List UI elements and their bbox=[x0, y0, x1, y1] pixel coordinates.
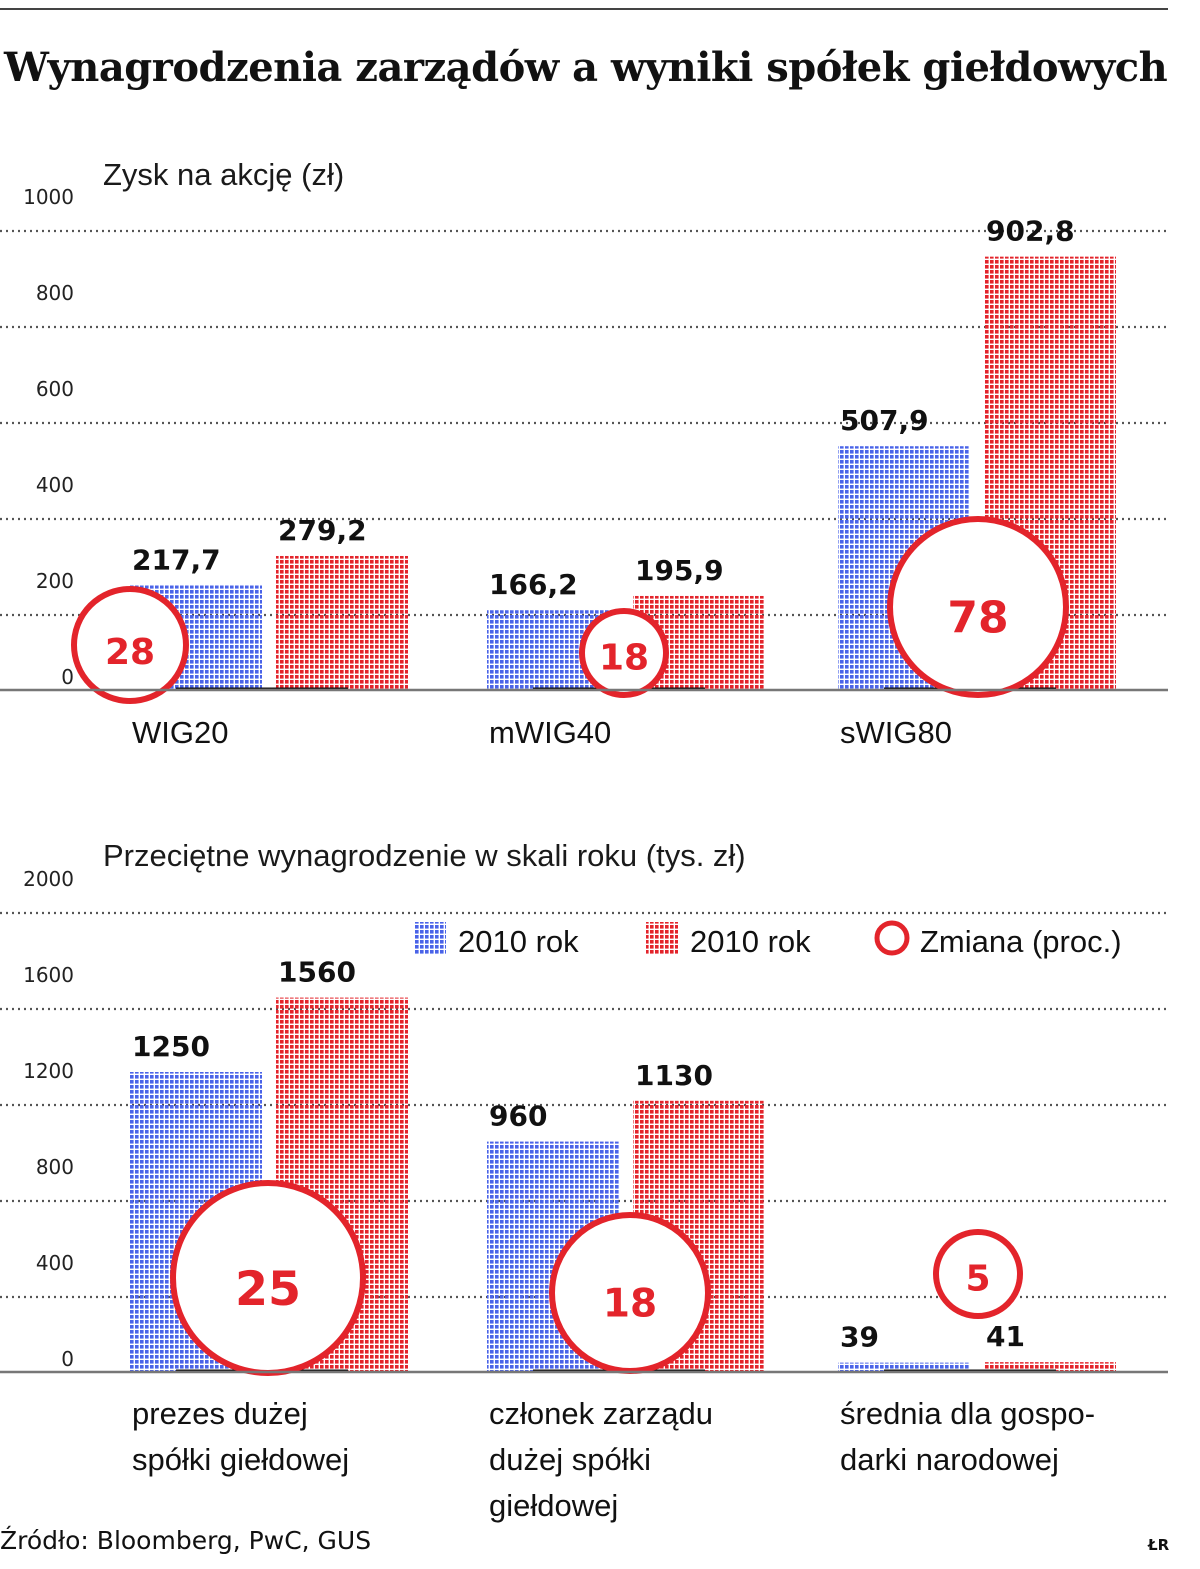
y-tick-label: 400 bbox=[36, 473, 74, 497]
y-tick-label: 800 bbox=[36, 1155, 74, 1179]
y-tick-label: 1600 bbox=[23, 963, 74, 987]
legend-label: 2010 rok bbox=[690, 924, 811, 959]
bar-value-label: 41 bbox=[986, 1320, 1025, 1353]
bar-value-label: 217,7 bbox=[132, 544, 221, 577]
source-note: Źródło: Bloomberg, PwC, GUS bbox=[0, 1526, 372, 1555]
bar-value-label: 166,2 bbox=[489, 568, 578, 601]
change-circle bbox=[933, 1229, 1023, 1319]
bar-value-label: 902,8 bbox=[986, 215, 1075, 248]
change-value: 18 bbox=[599, 637, 649, 678]
category-label: członek zarządu bbox=[489, 1396, 713, 1431]
y-tick-label: 1200 bbox=[23, 1059, 74, 1083]
bar-value-label: 39 bbox=[840, 1321, 879, 1354]
bar-value-label: 279,2 bbox=[278, 514, 367, 547]
category-label: spółki giełdowej bbox=[132, 1442, 349, 1477]
credit-label: ŁR bbox=[1148, 1536, 1170, 1554]
y-tick-label: 800 bbox=[36, 281, 74, 305]
bar-value-label: 960 bbox=[489, 1100, 547, 1133]
bar-value-label: 1560 bbox=[278, 956, 356, 989]
category-label: średnia dla gospo- bbox=[840, 1396, 1095, 1431]
bar-value-label: 1250 bbox=[132, 1030, 210, 1063]
change-value: 78 bbox=[947, 593, 1008, 644]
category-label: sWIG80 bbox=[840, 715, 952, 750]
bar-value-label: 195,9 bbox=[635, 554, 724, 587]
y-tick-label: 0 bbox=[61, 665, 74, 689]
main-title: Wynagrodzenia zarządów a wyniki spółek g… bbox=[4, 44, 1168, 91]
legend-label: 2010 rok bbox=[458, 924, 579, 959]
y-tick-label: 400 bbox=[36, 1251, 74, 1275]
category-label: giełdowej bbox=[489, 1488, 618, 1523]
change-value: 18 bbox=[603, 1282, 657, 1327]
y-tick-label: 1000 bbox=[23, 185, 74, 209]
change-value: 5 bbox=[965, 1258, 990, 1299]
top-rule bbox=[0, 8, 1168, 10]
change-circle bbox=[71, 586, 189, 704]
bar-red bbox=[984, 1362, 1116, 1372]
change-value: 28 bbox=[105, 632, 155, 673]
category-label: prezes dużej bbox=[132, 1396, 308, 1431]
y-tick-label: 600 bbox=[36, 377, 74, 401]
bar-value-label: 507,9 bbox=[840, 404, 929, 437]
bar-red bbox=[276, 555, 408, 690]
legend-swatch bbox=[414, 922, 446, 954]
legend-circle-swatch bbox=[874, 920, 910, 956]
bar-blue bbox=[838, 1362, 970, 1372]
change-circle bbox=[887, 516, 1069, 698]
y-tick-label: 2000 bbox=[23, 867, 74, 891]
category-label: mWIG40 bbox=[489, 715, 611, 750]
category-label: WIG20 bbox=[132, 715, 228, 750]
bar-value-label: 1130 bbox=[635, 1059, 713, 1092]
y-tick-label: 200 bbox=[36, 569, 74, 593]
chart-eps: Zysk na akcję (zł) 0 200 400 600 800 1000 217,7… bbox=[0, 157, 1168, 750]
y-tick-label: 0 bbox=[61, 1347, 74, 1371]
change-value: 25 bbox=[235, 1262, 301, 1317]
chart-title: Przeciętne wynagrodzenie w skali roku (t… bbox=[103, 838, 746, 873]
category-label: dużej spółki bbox=[489, 1442, 651, 1477]
chart-salary: Przeciętne wynagrodzenie w skali roku (t… bbox=[0, 838, 1168, 1523]
category-label: darki narodowej bbox=[840, 1442, 1059, 1477]
legend-label: Zmiana (proc.) bbox=[920, 924, 1122, 959]
chart-title: Zysk na akcję (zł) bbox=[103, 157, 344, 192]
legend-swatch bbox=[646, 922, 678, 954]
change-circle bbox=[579, 608, 669, 698]
